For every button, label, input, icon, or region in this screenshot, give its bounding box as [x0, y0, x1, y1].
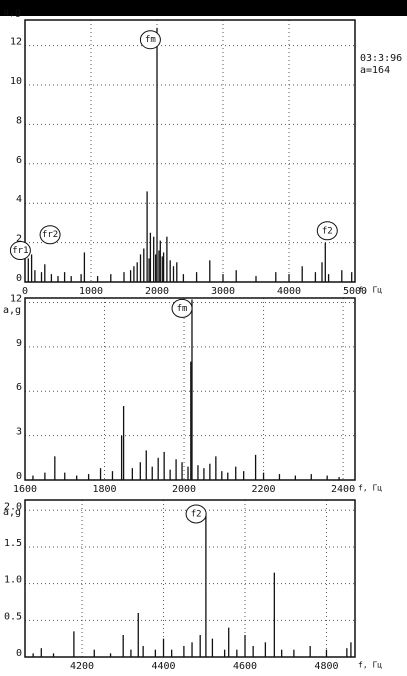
y-tick-label: 9	[16, 338, 22, 349]
x-tick-label: 4400	[151, 661, 175, 672]
y-tick-label: 4	[16, 194, 22, 205]
plot-frame	[24, 297, 356, 481]
y-axis-label: a,g	[3, 7, 21, 18]
x-tick-label: 1800	[92, 484, 116, 495]
annotation: f2	[191, 509, 202, 519]
y-tick-label: 1.0	[4, 575, 22, 586]
y-tick-label: 0	[16, 648, 22, 659]
x-tick-label: 1000	[79, 286, 103, 297]
annotation-circle	[39, 225, 61, 245]
x-tick-label: 1600	[13, 484, 37, 495]
y-tick-label: 12	[10, 293, 22, 304]
y-tick-label: 2	[16, 234, 22, 245]
annotation: fr2	[42, 230, 58, 240]
y-tick-label: 3	[16, 427, 22, 438]
y-axis-label: a,g	[3, 305, 21, 316]
x-tick-label: 2000	[172, 484, 196, 495]
y-tick-label: 6	[16, 155, 22, 166]
x-tick-label: 4600	[233, 661, 257, 672]
x-tick-label: 2200	[252, 484, 276, 495]
plot-frame	[24, 499, 356, 658]
x-axis-label: f, Гц	[358, 661, 382, 670]
y-tick-label: 0	[16, 471, 22, 482]
x-tick-label: 5000	[343, 286, 367, 297]
x-tick-label: 2400	[331, 484, 355, 495]
annotation: fr1	[12, 246, 28, 256]
param-label: a=164	[360, 65, 390, 76]
x-axis-label: f, Гц	[358, 286, 382, 295]
annotation-circle	[9, 240, 31, 260]
y-tick-label: 0.5	[4, 611, 22, 622]
annotation: fm	[145, 35, 156, 45]
y-axis-label: a,g	[3, 507, 21, 518]
x-axis-label: f, Гц	[358, 484, 382, 493]
y-tick-label: 6	[16, 382, 22, 393]
annotation: fm	[177, 304, 188, 314]
y-tick-label: 0	[16, 273, 22, 284]
annotation-circle	[185, 504, 207, 524]
date-label: 03:3:96	[360, 53, 402, 64]
y-tick-label: 12	[10, 37, 22, 48]
y-tick-label: 8	[16, 115, 22, 126]
x-tick-label: 0	[22, 286, 28, 297]
top-bar	[0, 0, 407, 16]
y-tick-label: 2.0	[4, 501, 22, 512]
x-tick-label: 4200	[70, 661, 94, 672]
x-tick-label: 4000	[277, 286, 301, 297]
y-tick-label: 10	[10, 76, 22, 87]
y-tick-label: 1.5	[4, 538, 22, 549]
annotation-circle	[171, 298, 193, 318]
annotation: f2	[322, 226, 333, 236]
x-tick-label: 2000	[145, 286, 169, 297]
annotation-circle	[316, 221, 338, 241]
plot-frame	[24, 19, 356, 283]
x-tick-label: 3000	[211, 286, 235, 297]
x-tick-label: 4800	[314, 661, 338, 672]
annotation-circle	[139, 30, 161, 50]
